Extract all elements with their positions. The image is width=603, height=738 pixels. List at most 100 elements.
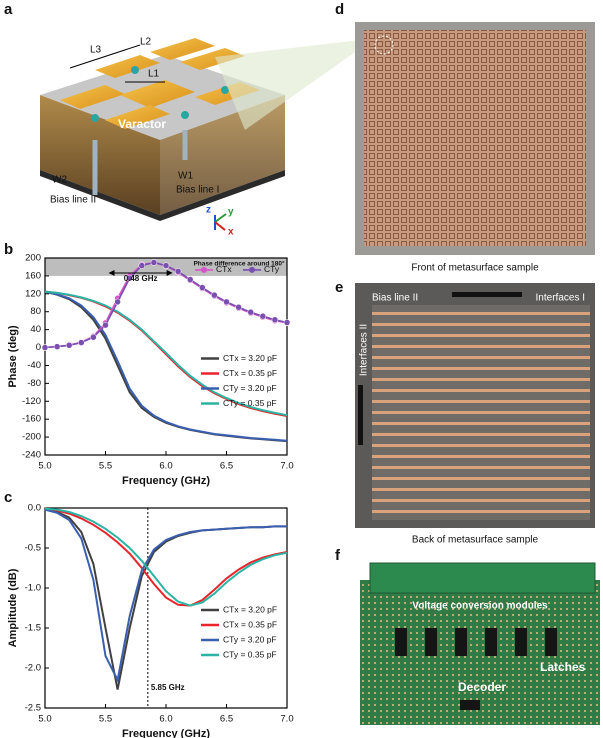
chips <box>395 628 557 710</box>
series-line <box>44 290 288 442</box>
zoom-connector <box>215 40 365 130</box>
y-tick-label: 160 <box>25 270 41 281</box>
bias-line-label: Bias line I <box>176 185 219 196</box>
bias-line-label: Bias line II <box>50 195 96 206</box>
marker <box>247 308 254 316</box>
legend-label: CTx <box>216 264 232 274</box>
y-tick-label: -2.0 <box>25 663 41 674</box>
legend-label: CTy = 0.35 pF <box>223 398 277 408</box>
photo-label: Latches <box>540 660 586 674</box>
y-tick-label: 0.0 <box>28 503 41 514</box>
y-tick-label: -2.5 <box>25 703 41 714</box>
panel-label: c <box>4 489 12 506</box>
y-tick-label: -1.0 <box>25 583 41 594</box>
photo-label: Bias line II <box>372 293 418 304</box>
legend-label: CTx = 0.35 pF <box>223 368 277 378</box>
legend-label: CTy = 3.20 pF <box>223 634 277 644</box>
marker <box>211 291 218 299</box>
marker <box>41 344 49 351</box>
x-tick-label: 6.0 <box>159 714 172 725</box>
x-tick-label: 7.0 <box>280 461 293 472</box>
front-pattern <box>364 30 586 246</box>
band-label: Phase difference around 180° <box>193 260 285 268</box>
axis-label: x <box>228 227 234 238</box>
cell-highlight <box>374 35 394 55</box>
panel-label: d <box>335 1 344 18</box>
x-tick-label: 5.0 <box>38 461 51 472</box>
series-line <box>44 508 287 684</box>
span-label: 0.48 GHz <box>124 274 158 283</box>
panel-label: e <box>335 279 343 296</box>
connector <box>358 385 363 445</box>
bias-lines <box>372 305 590 520</box>
legend-label: CTx = 3.20 pF <box>223 353 277 363</box>
x-tick-label: 6.0 <box>159 461 172 472</box>
dimension-label: L3 <box>90 45 102 56</box>
reference-label: 5.85 GHz <box>151 683 185 692</box>
legend-label: CTx = 3.20 pF <box>223 604 277 614</box>
legend-label: CTy = 3.20 pF <box>223 383 277 393</box>
y-axis-label: Amplitude (dB) <box>7 568 19 647</box>
photo-label: Decoder <box>458 680 506 694</box>
dimension-label: W2 <box>52 175 67 186</box>
y-axis-label: Phase (deg) <box>7 325 19 388</box>
photo-label: Interfaces I <box>536 293 585 304</box>
y-tick-label: -40 <box>27 360 41 371</box>
x-tick-label: 5.5 <box>99 461 112 472</box>
panel-label: f <box>335 547 341 564</box>
dimension-label: W1 <box>178 171 193 182</box>
legend-label: CTy = 0.35 pF <box>223 649 277 659</box>
y-tick-label: 80 <box>30 306 41 317</box>
y-tick-label: -120 <box>22 396 41 407</box>
marker <box>271 316 279 324</box>
modules <box>369 562 596 594</box>
x-axis-label: Frequency (GHz) <box>122 475 210 487</box>
photo-label: Interfaces II <box>359 324 370 376</box>
marker <box>65 342 73 349</box>
x-axis-label: Frequency (GHz) <box>122 728 210 738</box>
marker <box>138 262 146 269</box>
legend-marker <box>249 266 255 273</box>
varactor-label: Varactor <box>118 117 166 131</box>
panel-label: b <box>4 241 13 258</box>
marker <box>78 339 85 346</box>
x-tick-label: 6.5 <box>220 714 233 725</box>
marker <box>223 298 230 306</box>
marker <box>90 333 97 341</box>
connector <box>452 292 522 297</box>
x-tick-label: 7.0 <box>280 714 293 725</box>
legend-marker <box>201 266 207 273</box>
y-tick-label: -80 <box>27 378 41 389</box>
legend-label: CTx = 0.35 pF <box>223 619 277 629</box>
panel-label: a <box>4 1 13 18</box>
y-tick-label: 200 <box>25 253 41 264</box>
photo-label: Voltage conversion modules <box>412 601 548 612</box>
y-tick-label: -0.5 <box>25 543 41 554</box>
marker <box>259 312 267 320</box>
x-tick-label: 5.5 <box>99 714 112 725</box>
photo-caption: Back of metasurface sample <box>412 535 539 546</box>
photo-caption: Front of metasurface sample <box>411 263 539 274</box>
marker <box>150 259 158 266</box>
legend-label: CTy <box>264 264 280 274</box>
y-tick-label: -200 <box>22 432 41 443</box>
dimension-label: L1 <box>148 69 160 80</box>
marker <box>199 284 206 291</box>
x-tick-label: 5.0 <box>38 714 51 725</box>
marker <box>174 268 182 275</box>
x-tick-label: 6.5 <box>220 461 233 472</box>
marker <box>102 321 109 329</box>
marker <box>162 262 170 269</box>
y-tick-label: 40 <box>30 324 41 335</box>
marker <box>114 298 121 306</box>
series-line <box>44 507 288 607</box>
y-tick-label: 120 <box>25 288 41 299</box>
axis-label: y <box>228 207 234 218</box>
marker <box>53 343 61 350</box>
axis-label: z <box>206 205 211 216</box>
y-tick-label: -1.5 <box>25 623 41 634</box>
y-tick-label: -240 <box>22 450 41 461</box>
y-tick-label: -160 <box>22 414 41 425</box>
marker <box>186 276 194 283</box>
